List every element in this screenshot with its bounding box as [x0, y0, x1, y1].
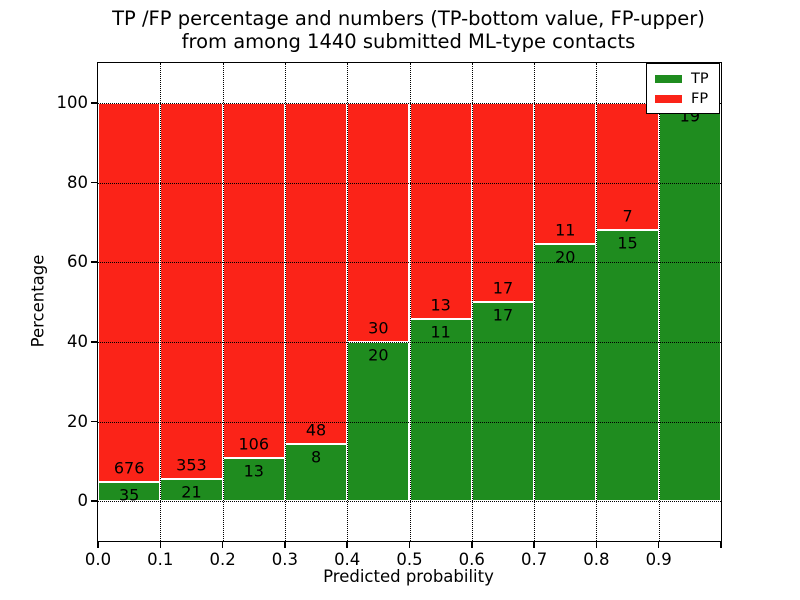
x-tick-mark — [408, 542, 411, 548]
legend-label-fp: FP — [691, 91, 709, 107]
gridline-vertical — [347, 63, 349, 541]
y-tick-label: 40 — [67, 331, 88, 351]
gridline-vertical — [471, 63, 473, 541]
tp-count-label: 11 — [430, 322, 451, 342]
tp-count-label: 13 — [243, 461, 264, 481]
bar-segment-fp — [596, 102, 659, 230]
y-tick-label: 20 — [67, 411, 88, 431]
legend: TP FP — [646, 63, 720, 114]
legend-item-fp: FP — [647, 89, 719, 109]
bar-segment-tp — [534, 244, 597, 502]
gridline-vertical — [222, 63, 224, 541]
bar-segment-fp — [284, 102, 348, 445]
gridline-vertical — [596, 63, 598, 541]
x-tick-mark — [533, 542, 535, 548]
x-tick-label: 0.6 — [458, 550, 485, 569]
fp-count-label: 17 — [492, 278, 514, 298]
fp-count-label: 13 — [430, 295, 451, 315]
bar-segment-tp — [471, 302, 535, 502]
x-tick-mark — [346, 542, 348, 548]
bar-segment-tp — [658, 102, 721, 502]
y-tick-mark — [90, 261, 97, 263]
y-tick-label: 80 — [67, 172, 88, 192]
tp-count-label: 15 — [617, 233, 638, 253]
fp-count-label: 106 — [238, 434, 270, 454]
x-axis-label: Predicted probability — [323, 567, 494, 586]
y-tick-label: 60 — [67, 252, 88, 272]
bar-segment-fp — [471, 102, 535, 302]
x-tick-mark — [97, 542, 99, 548]
y-tick-label: 0 — [77, 491, 89, 511]
bar-segment-tp — [409, 318, 472, 502]
gridline-vertical — [160, 63, 162, 541]
chart-title: TP /FP percentage and numbers (TP-bottom… — [97, 7, 720, 53]
x-tick-label: 0.7 — [520, 550, 548, 569]
x-tick-label: 0.1 — [147, 550, 174, 569]
chart-title-line1: TP /FP percentage and numbers (TP-bottom… — [112, 7, 705, 30]
y-tick-mark — [90, 341, 97, 343]
fp-count-label: 7 — [622, 206, 633, 226]
x-tick-label: 0.9 — [645, 550, 672, 569]
x-tick-mark — [657, 542, 660, 548]
gridline-vertical — [409, 63, 411, 541]
x-tick-label: 0.5 — [396, 550, 423, 569]
chart-title-line2: from among 1440 submitted ML-type contac… — [181, 30, 636, 53]
bar-segment-fp — [347, 102, 410, 342]
tp-count-label: 20 — [555, 247, 576, 267]
x-tick-mark — [595, 542, 598, 548]
y-tick-mark — [90, 181, 97, 184]
x-tick-label: 0.2 — [209, 550, 236, 569]
legend-label-tp: TP — [691, 71, 709, 87]
fp-swatch — [655, 95, 682, 103]
fp-count-label: 676 — [113, 458, 145, 478]
bar-segment-fp — [98, 102, 161, 482]
plot-area: 676 35 353 21 106 13 48 8 30 20 13 11 17 17 11 20 7 15 19 0… — [57, 62, 722, 569]
x-tick-mark — [284, 542, 286, 548]
tp-count-label: 21 — [181, 482, 202, 502]
bar-segment-tp — [98, 481, 161, 502]
gridline-vertical — [284, 63, 286, 541]
x-tick-label: 0.0 — [84, 550, 112, 569]
fp-count-label: 30 — [368, 318, 389, 338]
y-tick-label: 100 — [56, 92, 89, 112]
fp-count-label: 11 — [555, 220, 576, 240]
tp-count-label: 35 — [118, 485, 140, 505]
bar-segment-tp — [222, 457, 285, 502]
x-tick-mark — [221, 542, 224, 548]
x-tick-mark — [471, 542, 473, 548]
bar-segment-fp — [222, 102, 285, 458]
bar-segment-fp — [409, 102, 472, 319]
gridline-vertical — [658, 63, 660, 541]
y-tick-mark — [90, 500, 97, 502]
y-tick-mark — [90, 420, 97, 423]
bar-segment-fp — [534, 102, 597, 245]
tp-count-label: 17 — [492, 305, 514, 325]
fp-count-label: 48 — [305, 420, 327, 440]
y-axis-label: Percentage — [28, 254, 48, 348]
fp-count-label: 353 — [176, 455, 207, 475]
bar-segment-tp — [284, 444, 348, 502]
tp-count-label: 8 — [310, 447, 322, 467]
x-tick-mark — [720, 542, 722, 548]
x-tick-mark — [159, 542, 162, 548]
gridline-vertical — [534, 63, 536, 541]
bar-segment-tp — [596, 229, 659, 502]
legend-item-tp: TP — [647, 69, 719, 89]
x-tick-label: 0.8 — [583, 550, 610, 569]
x-tick-label: 0.4 — [334, 550, 361, 569]
x-tick-label: 0.3 — [271, 550, 299, 569]
y-tick-mark — [90, 102, 97, 104]
tp-swatch — [655, 75, 682, 83]
tp-count-label: 20 — [368, 345, 389, 365]
